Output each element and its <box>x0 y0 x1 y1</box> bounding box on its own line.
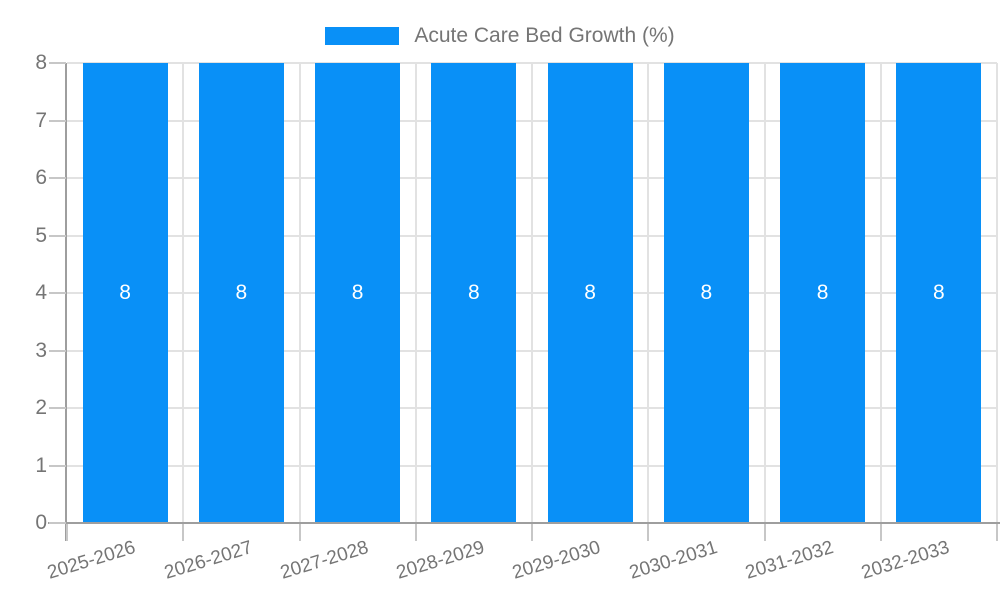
y-axis-label: 8 <box>35 51 47 74</box>
x-axis-label: 2028-2029 <box>393 537 488 584</box>
legend-label: Acute Care Bed Growth (%) <box>414 24 675 47</box>
bar[interactable]: 8 <box>780 63 866 523</box>
y-axis-tick <box>49 177 66 179</box>
x-axis-label: 2026-2027 <box>161 537 255 584</box>
y-axis-line <box>65 63 67 541</box>
bar[interactable]: 8 <box>198 63 284 523</box>
x-axis-label: 2031-2032 <box>742 537 836 584</box>
legend: Acute Care Bed Growth (%) <box>0 24 1000 48</box>
bar[interactable]: 8 <box>896 63 982 523</box>
x-axis-tick <box>182 524 185 541</box>
y-axis-label: 6 <box>35 166 47 189</box>
v-gridline <box>996 63 998 523</box>
y-axis-label: 3 <box>35 338 47 362</box>
y-axis-label: 0 <box>35 511 47 534</box>
y-axis-label: 7 <box>35 108 47 132</box>
x-axis-tick <box>66 524 68 541</box>
x-axis-label: 2025-2026 <box>45 537 139 584</box>
plot-area: 8 8 8 8 8 8 8 8 <box>67 62 998 523</box>
x-axis-tick <box>647 524 650 541</box>
y-axis-tick <box>49 234 66 237</box>
v-gridline <box>647 63 650 523</box>
y-axis-tick <box>49 464 66 467</box>
y-axis-tick <box>49 292 66 294</box>
bar-value-label: 8 <box>468 281 480 304</box>
x-axis-tick <box>879 524 882 541</box>
v-gridline <box>763 63 766 523</box>
y-axis-tick <box>49 522 66 524</box>
x-axis-tick <box>531 524 533 541</box>
legend-item[interactable]: Acute Care Bed Growth (%) <box>325 24 675 48</box>
v-gridline <box>531 63 533 523</box>
y-axis-tick <box>49 349 66 352</box>
y-axis-label: 1 <box>35 453 47 477</box>
v-gridline <box>879 63 882 523</box>
v-gridline <box>182 63 185 523</box>
bar[interactable]: 8 <box>315 63 401 523</box>
x-axis-label: 2030-2031 <box>626 537 720 584</box>
bar-value-label: 8 <box>351 281 364 304</box>
bar-value-label: 8 <box>816 281 829 304</box>
v-gridline <box>298 63 301 523</box>
x-axis-label: 2027-2028 <box>277 537 371 584</box>
bar[interactable]: 8 <box>547 63 633 523</box>
y-axis-label: 5 <box>35 223 47 247</box>
bar-value-label: 8 <box>119 281 131 304</box>
x-axis-tick <box>996 524 998 541</box>
bar[interactable]: 8 <box>431 63 517 523</box>
y-axis-tick <box>49 62 66 64</box>
x-axis-tick <box>414 524 417 541</box>
y-axis-label: 2 <box>35 396 47 419</box>
bar-value-label: 8 <box>700 281 713 304</box>
bar-value-label: 8 <box>933 281 945 304</box>
x-axis-line <box>48 522 1000 524</box>
bar[interactable]: 8 <box>82 63 168 523</box>
y-axis-tick <box>49 407 66 409</box>
x-axis-label: 2032-2033 <box>858 537 953 584</box>
y-axis-tick <box>49 119 66 122</box>
bar-value-label: 8 <box>584 281 596 304</box>
bar[interactable]: 8 <box>663 63 749 523</box>
x-axis-tick <box>298 524 301 541</box>
x-axis-tick <box>763 524 766 541</box>
bar-value-label: 8 <box>235 281 248 304</box>
legend-swatch-icon <box>325 27 400 45</box>
v-gridline <box>414 63 417 523</box>
y-axis-label: 4 <box>35 281 47 304</box>
x-axis-label: 2029-2030 <box>510 537 604 584</box>
